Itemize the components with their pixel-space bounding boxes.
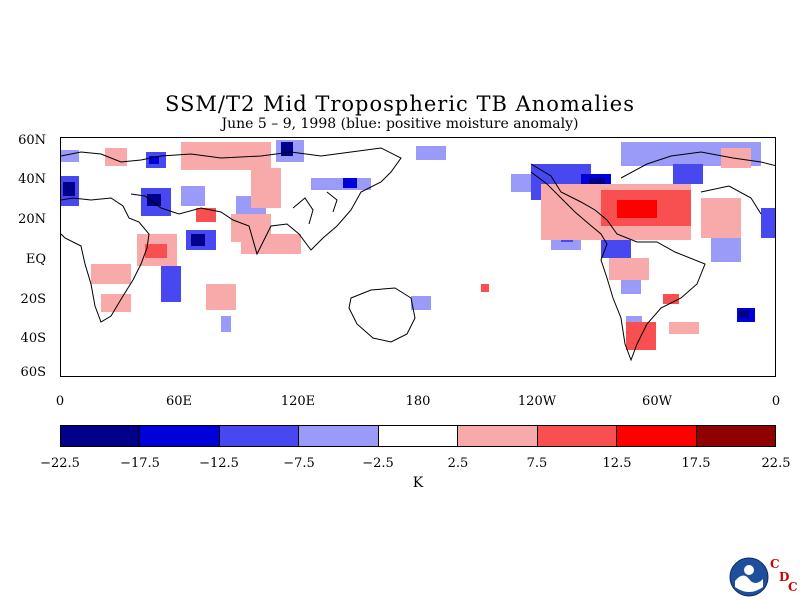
- colorbar-swatch: [617, 426, 697, 446]
- lon-label-120w: 120W: [517, 394, 557, 409]
- lon-label-0: 0: [55, 394, 65, 409]
- colorbar-swatch: [696, 426, 775, 446]
- colorbar-swatch: [61, 426, 141, 446]
- map-title: SSM/T2 Mid Tropospheric TB Anomalies: [164, 92, 636, 116]
- colorbar-tick: 12.5: [602, 456, 632, 471]
- cdc-letter: C: [770, 557, 780, 571]
- anomaly-red-patches: [91, 142, 751, 350]
- colorbar-tick: −17.5: [120, 456, 160, 471]
- cdc-letter: C: [788, 580, 798, 594]
- colorbar-swatch: [458, 426, 538, 446]
- colorbar: [60, 425, 776, 447]
- colorbar-swatch: [378, 426, 459, 446]
- colorbar-tick: −12.5: [199, 456, 239, 471]
- anomaly-map: [60, 137, 776, 377]
- lon-label-0-east: 0: [771, 394, 781, 409]
- colorbar-swatch: [537, 426, 618, 446]
- cdc-letter: D: [779, 570, 790, 584]
- colorbar-swatch: [219, 426, 300, 446]
- colorbar-tick: −22.5: [40, 456, 80, 471]
- colorbar-tick: 22.5: [761, 456, 791, 471]
- lat-label-60s: 60S: [20, 365, 46, 380]
- lon-label-180: 180: [405, 394, 431, 409]
- map-canvas: [61, 140, 775, 362]
- colorbar-tick: 2.5: [447, 456, 469, 471]
- lat-label-20n: 20N: [18, 212, 46, 227]
- lat-label-20s: 20S: [20, 292, 46, 307]
- colorbar-unit: K: [412, 475, 424, 491]
- colorbar-tick: −7.5: [283, 456, 315, 471]
- lat-label-40s: 40S: [20, 331, 46, 346]
- map-subtitle: June 5 – 9, 1998 (blue: positive moistur…: [221, 116, 579, 132]
- coastlines: [61, 147, 775, 362]
- lat-label-60n: 60N: [18, 133, 46, 148]
- lat-label-eq: EQ: [25, 252, 46, 267]
- noaa-logo-icon: [729, 557, 769, 601]
- lon-label-60e: 60E: [165, 394, 193, 409]
- lon-label-60w: 60W: [642, 394, 672, 409]
- lon-label-120e: 120E: [280, 394, 316, 409]
- colorbar-tick: −2.5: [362, 456, 394, 471]
- colorbar-swatch: [140, 426, 220, 446]
- colorbar-swatch: [299, 426, 379, 446]
- lat-label-40n: 40N: [18, 172, 46, 187]
- colorbar-tick: 7.5: [526, 456, 548, 471]
- colorbar-tick: 17.5: [681, 456, 711, 471]
